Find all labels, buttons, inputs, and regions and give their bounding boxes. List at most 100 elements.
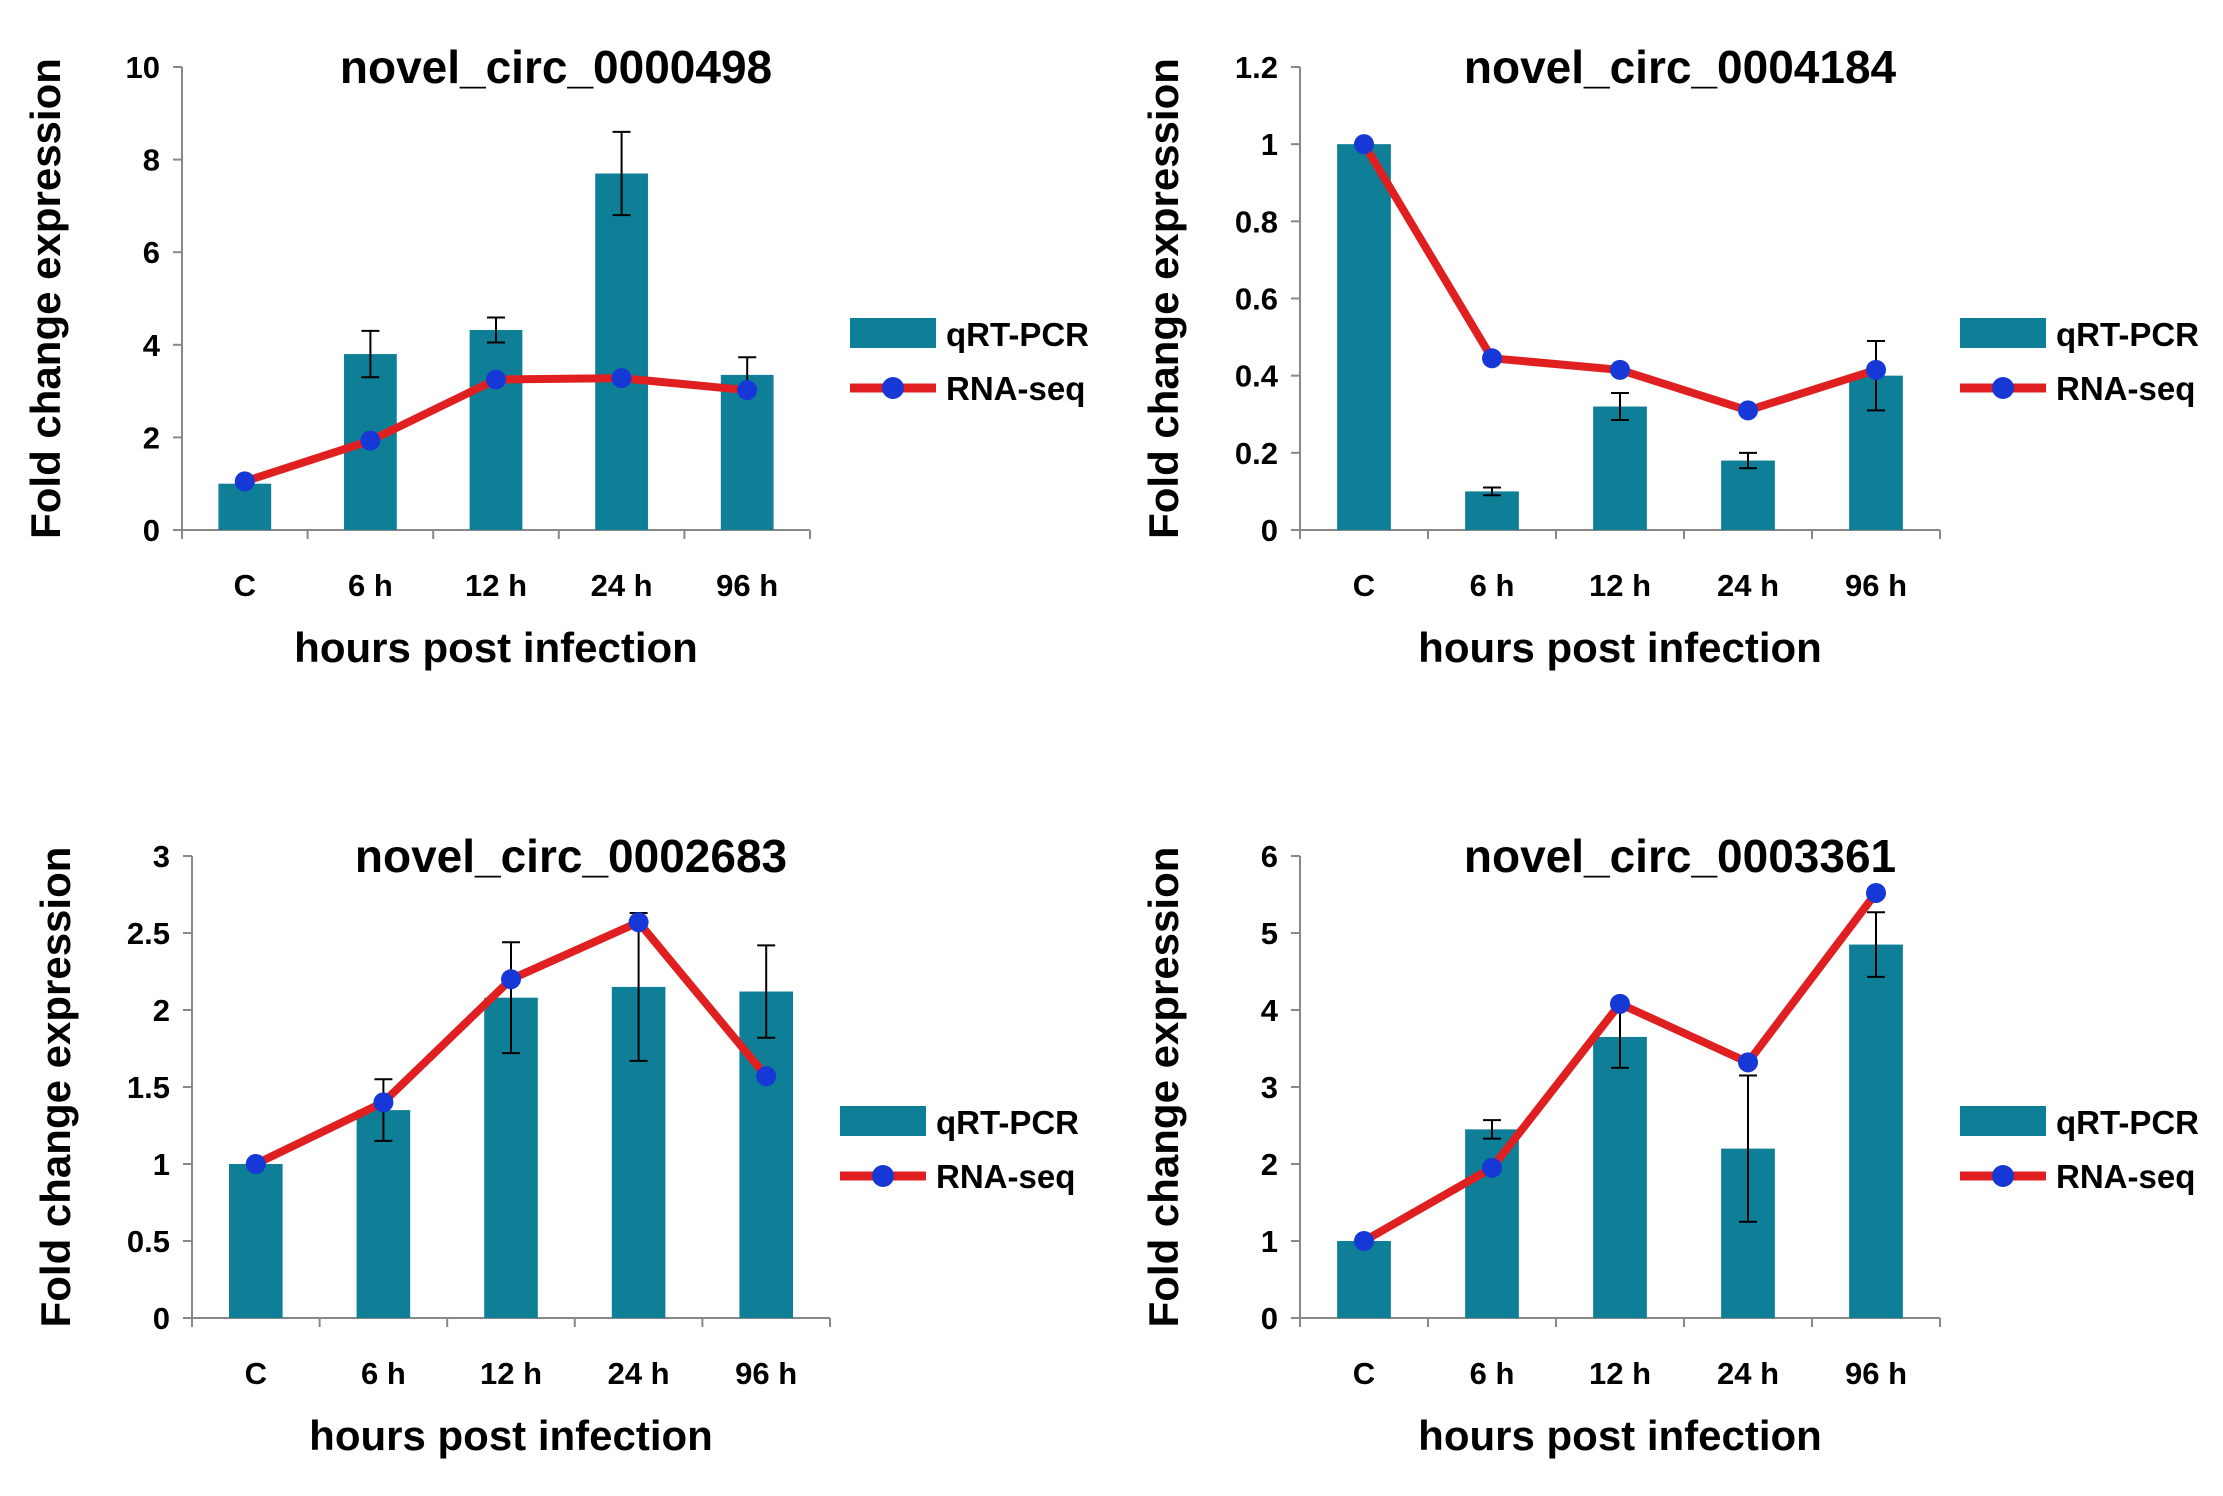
y-axis-label: Fold change expression [1140, 58, 1187, 539]
x-axis-label: hours post infection [294, 624, 698, 671]
legend-swatch-qrt-pcr [840, 1106, 926, 1136]
y-tick-label: 0 [1261, 513, 1278, 548]
y-tick-label: 6 [143, 235, 160, 270]
point-rna-seq [1482, 1157, 1502, 1178]
x-tick-label: C [1353, 568, 1375, 603]
legend-marker-rna-seq [872, 1165, 894, 1187]
point-rna-seq [234, 471, 255, 492]
point-rna-seq [611, 368, 632, 389]
point-rna-seq [737, 380, 758, 401]
point-rna-seq [628, 912, 649, 933]
bar-qrt-pcr [1721, 460, 1775, 530]
x-tick-label: 12 h [1589, 1356, 1651, 1391]
chart-title: novel_circ_0000498 [340, 41, 772, 93]
x-tick-label: 96 h [716, 568, 778, 603]
legend: qRT-PCR RNA-seq [1960, 1104, 2199, 1195]
y-tick-label: 0.8 [1235, 204, 1278, 239]
legend-swatch-qrt-pcr [1960, 318, 2046, 348]
x-tick-label: 24 h [1717, 1356, 1779, 1391]
point-rna-seq [1610, 359, 1630, 380]
y-tick-label: 10 [126, 50, 160, 85]
y-tick-label: 2.5 [127, 916, 170, 951]
x-tick-label: C [234, 568, 256, 603]
bar-qrt-pcr [1593, 1036, 1647, 1318]
x-tick-label: C [245, 1356, 267, 1391]
legend-marker-rna-seq [1992, 377, 2014, 399]
bar-qrt-pcr [1337, 144, 1391, 530]
point-rna-seq [1738, 400, 1758, 421]
x-tick-label: 6 h [1470, 1356, 1515, 1391]
point-rna-seq [501, 969, 521, 990]
y-tick-label: 1 [153, 1147, 170, 1182]
y-tick-label: 1.2 [1235, 50, 1278, 85]
point-rna-seq [1866, 359, 1886, 380]
point-rna-seq [1738, 1052, 1758, 1073]
x-tick-label: 12 h [465, 568, 527, 603]
x-tick-label: 24 h [1717, 568, 1779, 603]
bar-qrt-pcr [356, 1110, 411, 1318]
y-tick-label: 6 [1261, 839, 1278, 874]
y-tick-label: 0.5 [127, 1224, 170, 1259]
y-tick-label: 3 [153, 839, 170, 874]
x-tick-label: 24 h [608, 1356, 670, 1391]
chart-panel-2: novel_circ_0004184 Fold change expression… [1140, 41, 2199, 671]
point-rna-seq [756, 1066, 777, 1087]
point-rna-seq [1354, 1231, 1374, 1251]
legend-swatch-qrt-pcr [1960, 1106, 2046, 1136]
bar-qrt-pcr [229, 1164, 283, 1318]
y-tick-label: 0 [153, 1301, 170, 1336]
y-tick-label: 3 [1261, 1070, 1278, 1105]
x-tick-label: 12 h [1589, 568, 1651, 603]
charts-root: novel_circ_0000498 Fold change expression… [22, 41, 2199, 1459]
x-tick-label: 96 h [1845, 1356, 1907, 1391]
legend-marker-rna-seq [882, 377, 904, 399]
point-rna-seq [1354, 134, 1374, 155]
x-tick-label: 96 h [735, 1356, 797, 1391]
y-tick-label: 4 [143, 328, 161, 363]
y-axis-label: Fold change expression [32, 847, 79, 1328]
x-tick-label: 6 h [361, 1356, 406, 1391]
point-rna-seq [1610, 993, 1630, 1014]
point-rna-seq [373, 1092, 394, 1113]
chart-panel-1: novel_circ_0000498 Fold change expression… [22, 41, 1089, 671]
x-axis-label: hours post infection [309, 1412, 713, 1459]
point-rna-seq [360, 430, 381, 451]
legend-label-rna-seq: RNA-seq [2056, 370, 2195, 407]
legend-marker-rna-seq [1992, 1165, 2014, 1187]
chart-title: novel_circ_0002683 [355, 830, 787, 882]
y-tick-label: 0.4 [1235, 359, 1279, 394]
chart-title: novel_circ_0003361 [1464, 830, 1896, 882]
y-tick-label: 2 [153, 993, 170, 1028]
bar-qrt-pcr [1337, 1241, 1391, 1318]
x-tick-label: 6 h [1470, 568, 1515, 603]
point-rna-seq [245, 1154, 266, 1174]
point-rna-seq [486, 369, 506, 390]
point-rna-seq [1866, 882, 1886, 903]
x-axis-label: hours post infection [1418, 624, 1822, 671]
legend-label-qrt-pcr: qRT-PCR [2056, 1104, 2199, 1141]
x-tick-label: 6 h [348, 568, 393, 603]
legend-label-qrt-pcr: qRT-PCR [2056, 316, 2199, 353]
y-tick-label: 0.6 [1235, 282, 1278, 317]
bar-qrt-pcr [1849, 944, 1903, 1318]
bar-qrt-pcr [218, 483, 272, 530]
y-axis-label: Fold change expression [22, 58, 69, 539]
bar-qrt-pcr [469, 329, 523, 530]
x-tick-label: 12 h [480, 1356, 542, 1391]
legend-label-rna-seq: RNA-seq [946, 370, 1085, 407]
legend-swatch-qrt-pcr [850, 318, 936, 348]
y-tick-label: 2 [1261, 1147, 1278, 1182]
y-tick-label: 2 [143, 420, 160, 455]
bar-qrt-pcr [1465, 1129, 1519, 1318]
x-tick-label: C [1353, 1356, 1375, 1391]
legend-label-rna-seq: RNA-seq [936, 1158, 1075, 1195]
legend: qRT-PCR RNA-seq [850, 316, 1089, 407]
chart-panel-3: novel_circ_0002683 Fold change expression… [32, 830, 1079, 1459]
x-axis-label: hours post infection [1418, 1412, 1822, 1459]
y-tick-label: 1 [1261, 127, 1278, 162]
bar-qrt-pcr [1593, 406, 1647, 530]
x-tick-label: 24 h [591, 568, 653, 603]
bar-qrt-pcr [1465, 491, 1519, 530]
y-axis-label: Fold change expression [1140, 847, 1187, 1328]
